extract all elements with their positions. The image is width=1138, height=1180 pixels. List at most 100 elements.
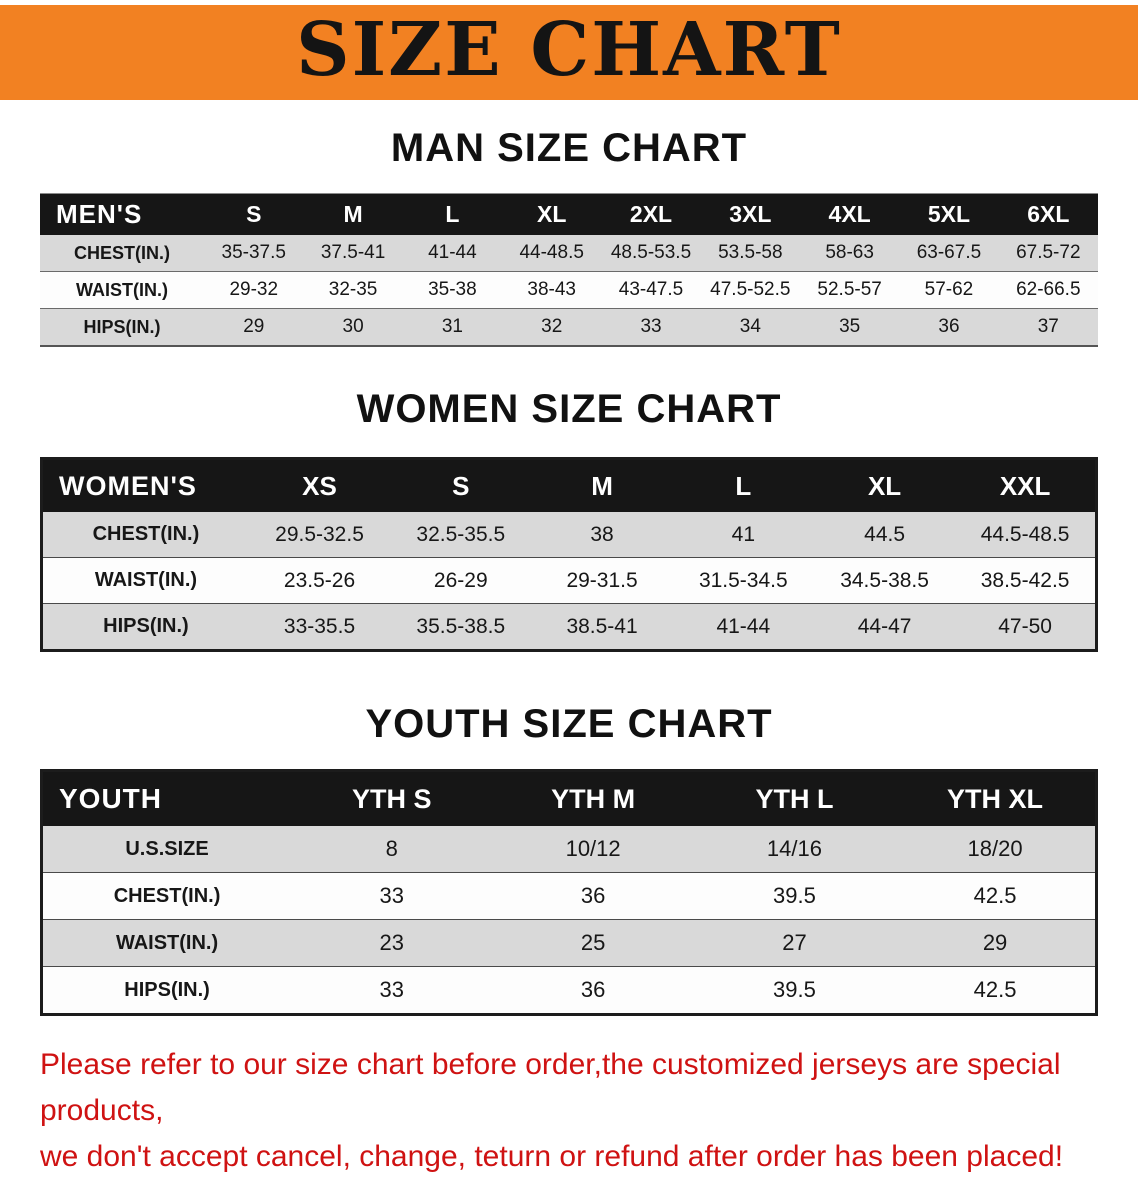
size-chart-banner: SIZE CHART	[0, 5, 1138, 100]
size-value: 32-35	[328, 279, 378, 300]
size-column-header: 6XL	[998, 193, 1098, 235]
size-value: 33	[379, 883, 404, 908]
size-value: 30	[342, 316, 364, 337]
size-value: 57-62	[924, 279, 974, 300]
size-value: 35	[839, 316, 861, 337]
size-column-header: YTH S	[291, 770, 493, 826]
table-group-label: MEN'S	[40, 193, 205, 235]
measurement-row: CHEST(IN.) 35-37.5 37.5-41 41-44 44-48.5 48.5…	[40, 235, 1098, 272]
size-value: 33	[379, 977, 404, 1002]
size-value: 29.5-32.5	[275, 522, 364, 546]
size-column-header: 2XL	[601, 193, 701, 235]
size-value: 34	[739, 316, 761, 337]
measurement-label: CHEST(IN.)	[92, 523, 200, 545]
measurement-label: WAIST(IN.)	[94, 569, 198, 591]
size-value: 25	[580, 930, 606, 955]
size-value: 29-32	[229, 279, 279, 300]
size-value: 8	[385, 836, 398, 861]
measurement-label: HIPS(IN.)	[103, 615, 189, 637]
size-value: 53.5-58	[718, 242, 783, 263]
size-value: 38.5-42.5	[980, 568, 1070, 592]
men-section-heading: MAN SIZE CHART	[390, 126, 748, 170]
section-women: WOMEN SIZE CHART WOMEN'S XS S M L XL XXL CHEST(…	[0, 387, 1138, 652]
measurement-label: CHEST(IN.)	[113, 884, 221, 907]
measurement-label: HIPS(IN.)	[124, 978, 210, 1001]
measurement-row: CHEST(IN.) 29.5-32.5 32.5-35.5 38 41 44.5 44.5…	[41, 512, 1097, 558]
size-value: 18/20	[967, 836, 1023, 861]
size-value: 43-47.5	[618, 279, 684, 300]
measurement-label: WAIST(IN.)	[76, 279, 169, 300]
size-value: 14/16	[766, 836, 822, 861]
youth-section-heading: YOUTH SIZE CHART	[365, 702, 773, 746]
size-column-header: 3XL	[700, 193, 800, 235]
size-column-header: XS	[248, 458, 391, 512]
size-value: 63-67.5	[916, 242, 982, 263]
size-column-header: XL	[813, 458, 956, 512]
size-column-header: XXL	[955, 458, 1097, 512]
size-column-header: XL	[502, 193, 602, 235]
size-value: 41-44	[428, 242, 477, 263]
size-value: 58-63	[825, 242, 874, 263]
size-value: 41-44	[716, 614, 771, 638]
size-value: 35-37.5	[221, 242, 286, 263]
measurement-label: U.S.SIZE	[125, 837, 209, 860]
size-value: 29	[982, 930, 1008, 955]
size-value: 44.5	[864, 522, 906, 546]
size-column-header: L	[672, 458, 814, 512]
size-value: 37	[1037, 316, 1059, 337]
measurement-row: HIPS(IN.) 29 30 31 32 33 34 35 36 37	[40, 308, 1098, 346]
size-value: 44-48.5	[519, 242, 584, 263]
footer-note: Please refer to our size chart before or…	[40, 1042, 1098, 1180]
size-column-header: L	[402, 193, 503, 235]
youth-size-table: YOUTH YTH S YTH M YTH L YTH XL U.S.SIZE 8 10/12…	[40, 769, 1098, 1016]
size-value: 32.5-35.5	[416, 522, 506, 546]
size-value: 36	[938, 316, 960, 337]
size-value: 44.5-48.5	[980, 522, 1070, 546]
size-value: 47.5-52.5	[710, 279, 791, 300]
size-value: 41	[731, 522, 755, 546]
size-value: 44-47	[857, 614, 912, 638]
size-value: 38-43	[527, 279, 576, 300]
size-value: 62-66.5	[1016, 279, 1081, 300]
measurement-row: WAIST(IN.) 29-32 32-35 35-38 38-43 43-47.5 47.…	[40, 271, 1098, 309]
measurement-label: WAIST(IN.)	[115, 931, 219, 954]
measurement-label: HIPS(IN.)	[83, 316, 161, 337]
banner-title: SIZE CHART	[296, 6, 842, 93]
size-column-header: YTH XL	[895, 770, 1097, 826]
measurement-row: WAIST(IN.) 23.5-26 26-29 29-31.5 31.5-34.5 34…	[41, 557, 1097, 604]
size-value: 36	[580, 883, 606, 908]
footer-note-line-1: Please refer to our size chart before or…	[40, 1048, 1061, 1127]
size-value: 39.5	[773, 883, 816, 908]
size-value: 23.5-26	[283, 568, 356, 592]
size-column-header: 4XL	[799, 193, 900, 235]
size-value: 29	[243, 316, 265, 337]
size-column-header: S	[204, 193, 304, 235]
size-value: 32	[541, 316, 563, 337]
size-value: 38	[590, 522, 614, 546]
size-value: 42.5	[973, 977, 1017, 1002]
size-column-header: M	[531, 458, 673, 512]
footer-note-line-2: we don't accept cancel, change, teturn o…	[40, 1140, 1064, 1173]
size-column-header: M	[303, 193, 403, 235]
measurement-row: HIPS(IN.) 33-35.5 35.5-38.5 38.5-41 41-44 44-…	[41, 603, 1097, 651]
section-youth: YOUTH SIZE CHART YOUTH YTH S YTH M YTH L YTH…	[0, 702, 1138, 1016]
size-column-header: 5XL	[899, 193, 999, 235]
table-group-label: YOUTH	[41, 770, 292, 826]
size-value: 42.5	[973, 883, 1017, 908]
size-value: 26-29	[433, 568, 488, 592]
size-value: 23	[379, 930, 404, 955]
section-men: MAN SIZE CHART MEN'S S M L XL 2XL 3XL 4XL 5XL 6XL…	[0, 126, 1138, 347]
size-value: 67.5-72	[1016, 242, 1081, 263]
size-value: 27	[782, 930, 807, 955]
measurement-row: WAIST(IN.) 23 25 27 29	[41, 919, 1097, 967]
measurement-label: CHEST(IN.)	[74, 242, 171, 263]
measurement-row: U.S.SIZE 8 10/12 14/16 18/20	[41, 826, 1097, 873]
size-value: 33	[640, 316, 662, 337]
size-value: 31	[441, 316, 463, 337]
size-value: 37.5-41	[320, 242, 386, 263]
size-value: 38.5-41	[566, 614, 638, 638]
size-value: 36	[580, 977, 606, 1002]
size-value: 47-50	[998, 614, 1052, 638]
size-column-header: YTH L	[693, 770, 896, 826]
men-size-table: MEN'S S M L XL 2XL 3XL 4XL 5XL 6XL CHEST(IN.) 35-37…	[40, 193, 1098, 347]
